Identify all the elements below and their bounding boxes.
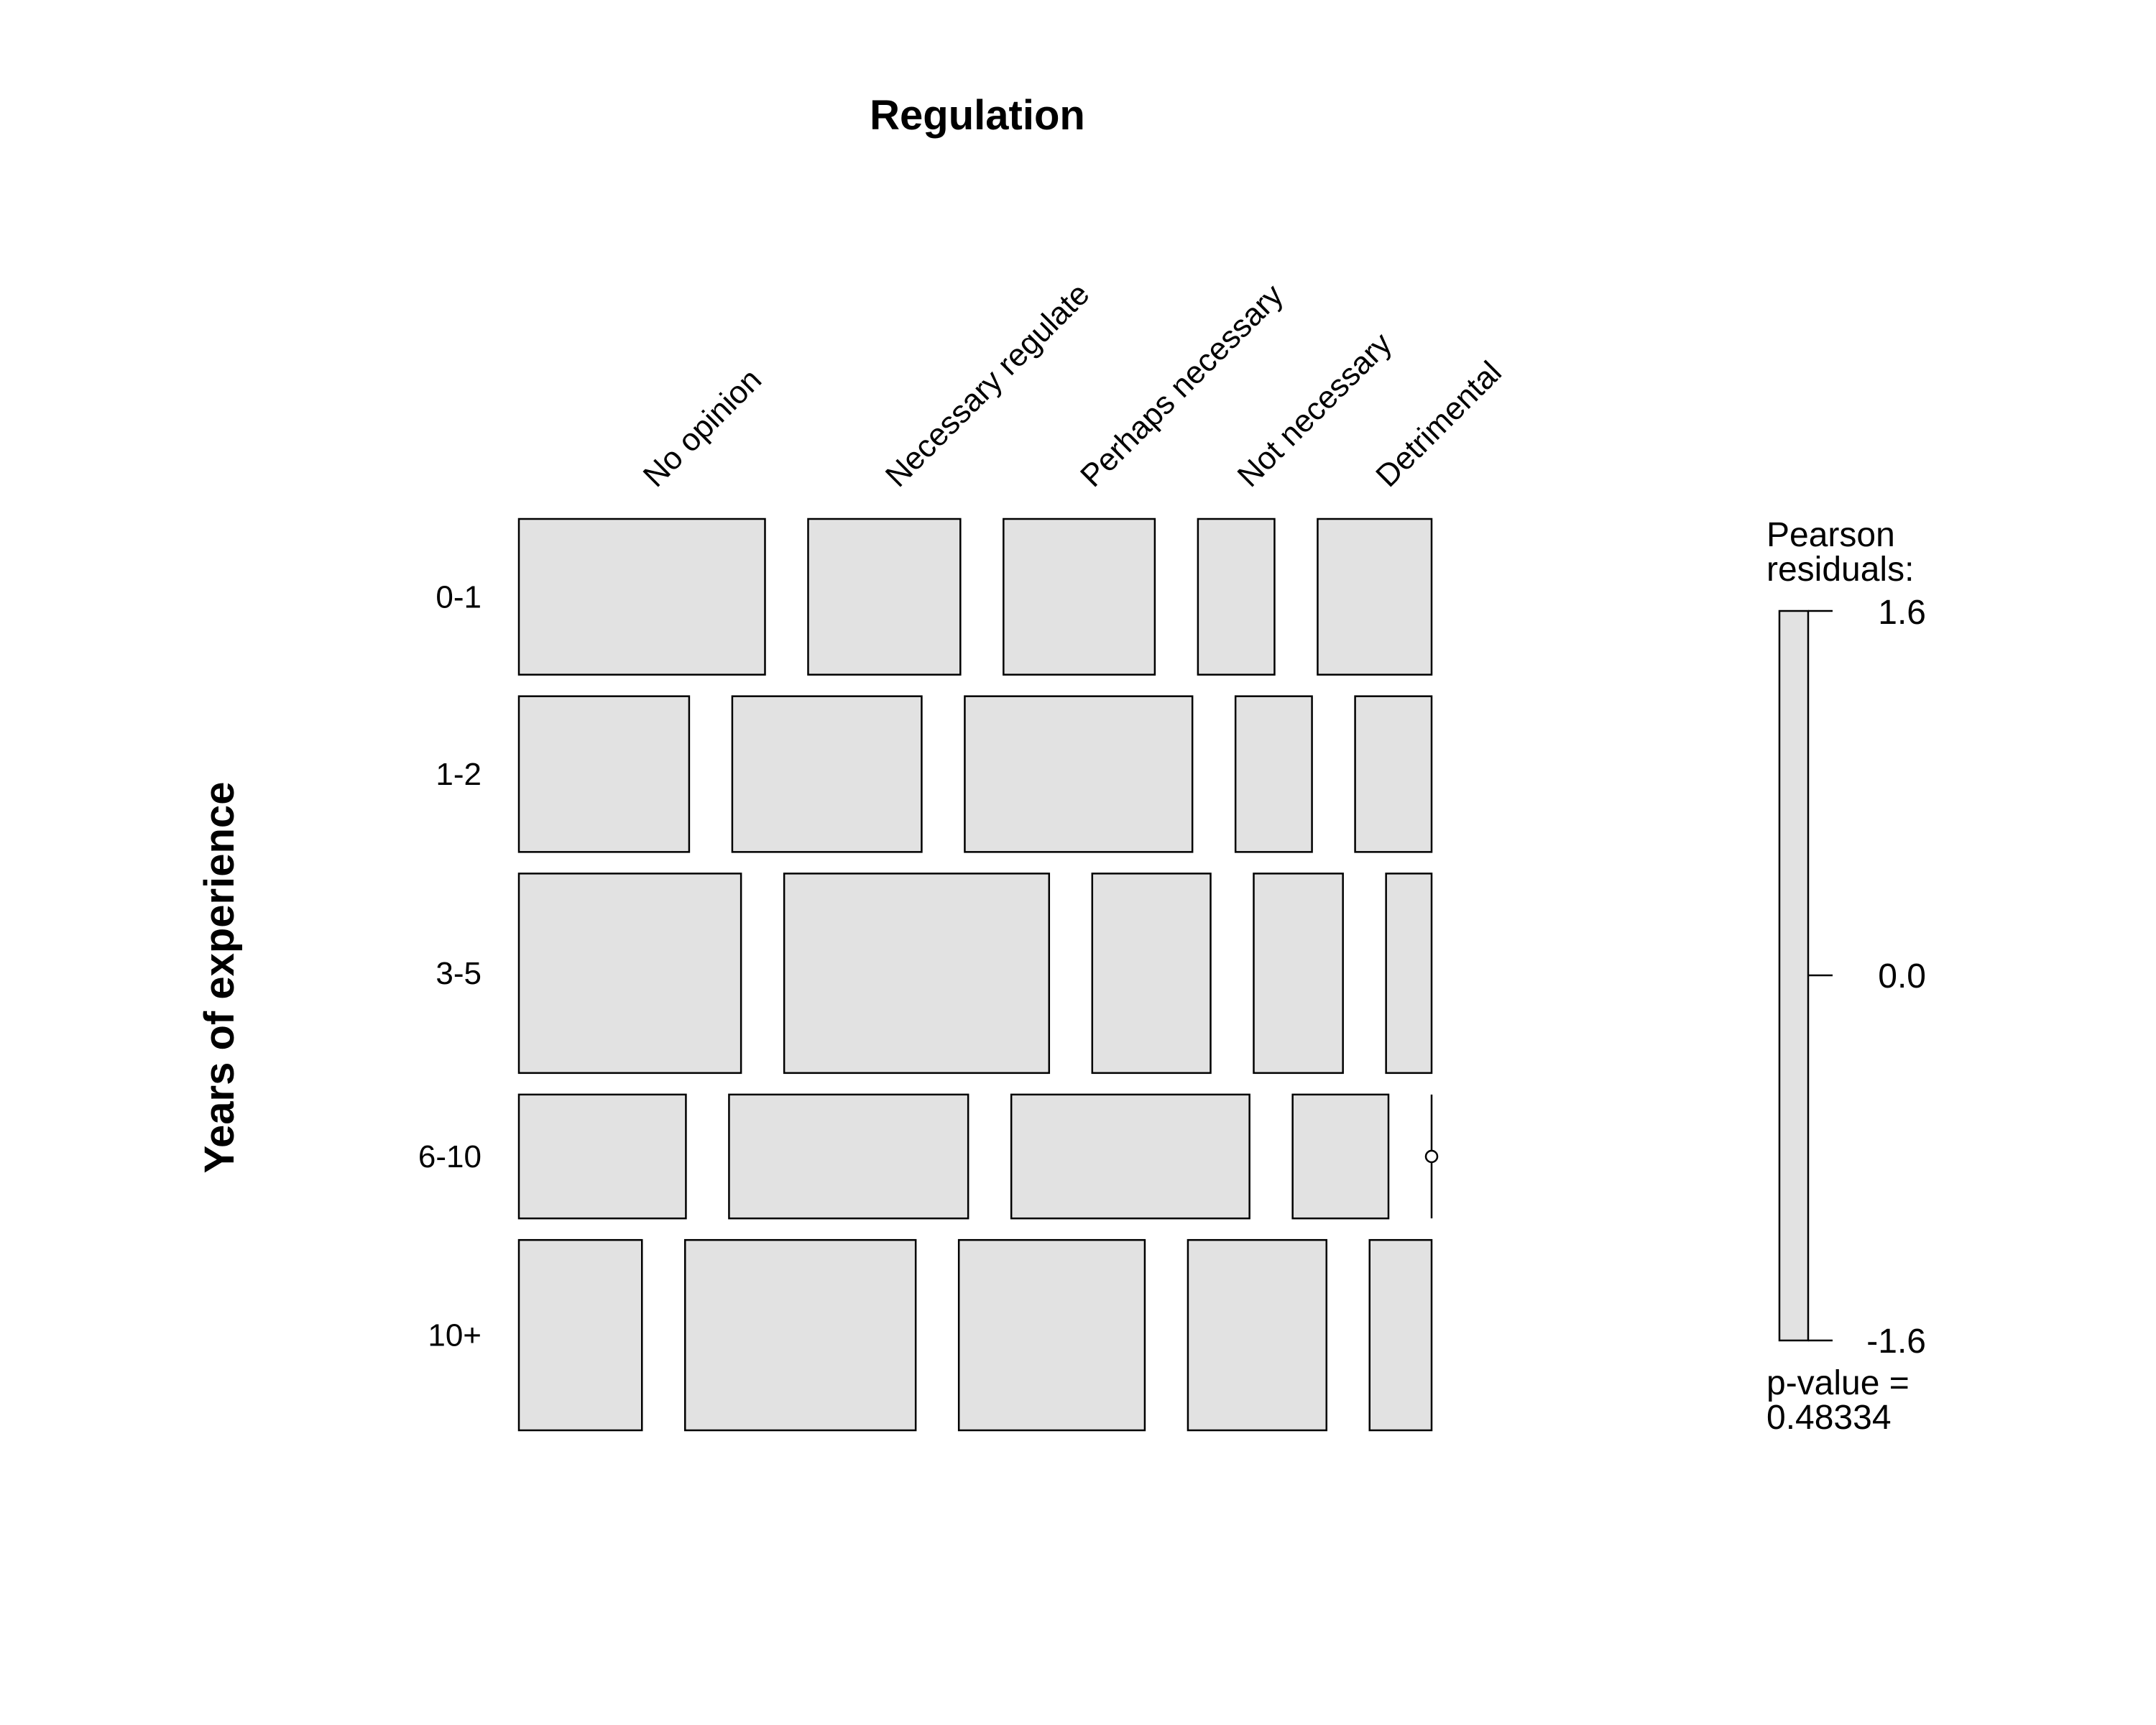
p-value: 0.48334 (1766, 1399, 1892, 1437)
column-label-necessary-regulate: Necessary regulate (879, 276, 1097, 494)
mosaic-tile-10-detrimental (1368, 1238, 1433, 1432)
mosaic-tile-6-10-no-opinion (517, 1093, 687, 1220)
mosaic-tile-10-not-necessary (1187, 1238, 1327, 1432)
mosaic-tile-0-1-no-opinion (517, 518, 766, 676)
column-label-no-opinion: No opinion (637, 362, 768, 494)
column-label-detrimental: Detrimental (1369, 354, 1508, 494)
legend-title-line2: residuals: (1766, 551, 1914, 589)
mosaic-tile-10-necessary-regulate (683, 1238, 917, 1432)
mosaic-tile-1-2-necessary-regulate (731, 695, 923, 853)
mosaic-empty-cell-marker (1424, 1149, 1439, 1164)
row-label-10: 10+ (428, 1318, 482, 1353)
legend-tick-label-min: -1.6 (1866, 1322, 1926, 1361)
mosaic-tile-0-1-detrimental (1317, 518, 1433, 676)
legend-tick-label-mid: 0.0 (1878, 957, 1926, 995)
row-label-6-10: 6-10 (418, 1139, 482, 1174)
mosaic-tile-3-5-detrimental (1385, 873, 1433, 1075)
legend-tick-label-max: 1.6 (1878, 594, 1926, 632)
mosaic-tile-1-2-detrimental (1354, 695, 1433, 853)
p-value-label: p-value = (1766, 1364, 1909, 1402)
mosaic-tile-0-1-perhaps-necessary (1003, 518, 1156, 676)
y-axis-label: Years of experience (196, 782, 243, 1174)
mosaic-tile-0-1-necessary-regulate (807, 518, 962, 676)
mosaic-tile-0-1-not-necessary (1197, 518, 1276, 676)
row-label-1-2: 1-2 (436, 757, 482, 792)
legend-color-bar (1778, 610, 1810, 1342)
chart-title: Regulation (870, 92, 1085, 139)
mosaic-tile-3-5-necessary-regulate (783, 873, 1051, 1075)
row-label-3-5: 3-5 (436, 956, 482, 991)
mosaic-tile-3-5-no-opinion (517, 873, 742, 1075)
mosaic-tile-1-2-not-necessary (1234, 695, 1313, 853)
mosaic-tile-10-no-opinion (517, 1238, 643, 1432)
mosaic-tile-1-2-perhaps-necessary (964, 695, 1194, 853)
residual-legend: Pearson residuals: 1.6 0.0 -1.6 p-value … (1766, 516, 1926, 1437)
row-label-0-1: 0-1 (436, 579, 482, 615)
mosaic-tile-1-2-no-opinion (517, 695, 691, 853)
mosaic-tile-6-10-necessary-regulate (728, 1093, 969, 1220)
legend-title-line1: Pearson (1766, 516, 1895, 554)
mosaic-tiles (517, 518, 1439, 1432)
mosaic-tile-3-5-not-necessary (1253, 873, 1344, 1075)
mosaic-tile-6-10-not-necessary (1291, 1093, 1390, 1220)
row-labels: 0-1 1-2 3-5 6-10 10+ (418, 579, 482, 1353)
mosaic-tile-3-5-perhaps-necessary (1091, 873, 1212, 1075)
mosaic-tile-6-10-perhaps-necessary (1010, 1093, 1250, 1220)
mosaic-tile-10-perhaps-necessary (957, 1238, 1146, 1432)
